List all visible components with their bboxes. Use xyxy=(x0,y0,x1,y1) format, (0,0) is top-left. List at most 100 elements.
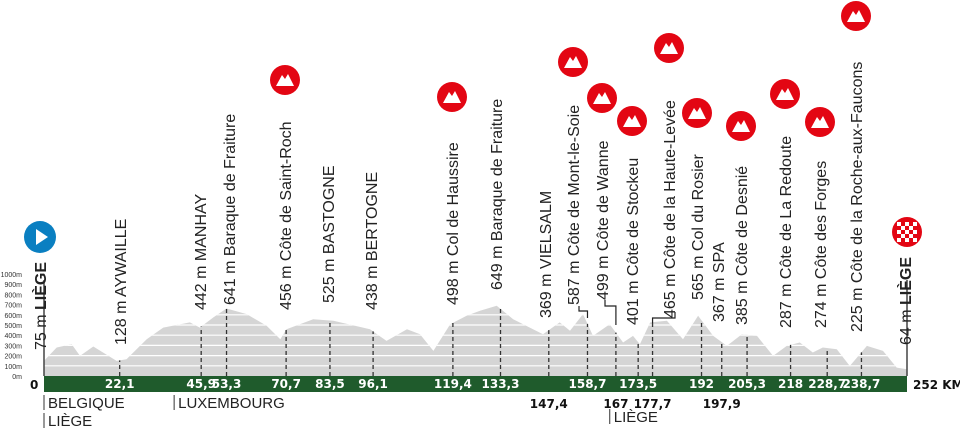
km-label: 147,4 xyxy=(530,397,568,411)
mountain-shape xyxy=(623,115,641,127)
region-label: LIÈGE xyxy=(614,409,658,426)
point-name: LIÈGE xyxy=(31,262,50,310)
point-label: 498 m Col de Haussire xyxy=(445,142,462,305)
km-label: 158,7 xyxy=(569,377,607,391)
point-label: 565 m Col du Rosier xyxy=(690,153,707,300)
mountain-icon xyxy=(770,79,800,109)
point-name: Côte des Forges xyxy=(813,161,830,279)
point-elevation: 525 xyxy=(321,276,338,303)
checker-square xyxy=(901,226,905,230)
point-label: 225 m Côte de la Roche-aux-Faucons xyxy=(849,62,866,332)
mountain-shape xyxy=(564,56,582,68)
point-elevation: 649 xyxy=(489,263,506,290)
point-elevation: 587 xyxy=(566,278,583,305)
point-elevation: 64 xyxy=(898,327,915,345)
km-label: 177,7 xyxy=(634,397,672,411)
mountain-icon xyxy=(841,1,871,31)
finish-icon xyxy=(892,217,922,247)
checker-square xyxy=(909,226,913,230)
point-elevation: 499 xyxy=(595,273,612,300)
point-elevation: 128 xyxy=(113,318,130,345)
mountain-shape xyxy=(811,116,829,128)
point-elevation: 456 xyxy=(278,283,295,310)
unit-label: m xyxy=(222,256,239,278)
km-label: 205,3 xyxy=(728,377,766,391)
km-label: 70,7 xyxy=(271,377,301,391)
unit-label: m xyxy=(778,279,795,301)
km-label: 192 xyxy=(689,377,714,391)
point-label: 401 m Côte de Stockeu xyxy=(625,158,642,325)
km-label: 96,1 xyxy=(358,377,388,391)
mountain-shape xyxy=(660,42,678,54)
checker-square xyxy=(897,230,901,234)
mountain-shape xyxy=(847,10,865,22)
checker-square xyxy=(905,230,909,234)
km-label: 173,5 xyxy=(619,377,657,391)
y-tick-label: 700m xyxy=(4,303,22,310)
mountain-icon xyxy=(587,83,617,113)
elevation-profile-area xyxy=(44,305,907,376)
unit-label: m xyxy=(193,261,210,283)
point-name: Côte de Desnié xyxy=(734,166,751,276)
point-label: 369 m VIELSALM xyxy=(538,191,555,318)
unit-label: m xyxy=(898,305,915,327)
point-label: 465 m Côte de la Haute-Levée xyxy=(662,100,679,318)
region-label: LUXEMBOURG xyxy=(178,395,285,412)
region-label: BELGIQUE xyxy=(48,395,125,412)
unit-label: m xyxy=(321,254,338,276)
unit-label: m xyxy=(538,269,555,291)
point-label: 128 m AYWAILLE xyxy=(113,219,130,345)
point-name: MANHAY xyxy=(193,193,210,261)
km-label: 83,5 xyxy=(315,377,345,391)
km-label: 218 xyxy=(778,377,803,391)
point-name: Côte de la Roche-aux-Faucons xyxy=(849,62,866,283)
point-name: Col de Haussire xyxy=(445,142,462,256)
point-elevation: 274 xyxy=(813,301,830,328)
point-elevation: 438 xyxy=(364,283,381,310)
mountain-icon xyxy=(437,82,467,112)
start-icon xyxy=(24,221,56,253)
unit-label: m xyxy=(445,256,462,278)
checker-square xyxy=(901,234,905,238)
unit-label: m xyxy=(690,251,707,273)
point-elevation: 367 xyxy=(711,295,728,322)
point-name: AYWAILLE xyxy=(113,219,130,297)
mountain-shape xyxy=(776,88,794,100)
km-label: 53,3 xyxy=(212,377,242,391)
km-label: 167 xyxy=(603,397,628,411)
point-label: 456 m Côte de Saint-Roch xyxy=(278,121,295,310)
mountain-shape xyxy=(593,92,611,104)
point-label: 287 m Côte de La Redoute xyxy=(778,136,795,328)
mountain-icon xyxy=(682,98,712,128)
point-label: 641 m Baraque de Fraiture xyxy=(222,114,239,305)
point-label: 525 m BASTOGNE xyxy=(321,165,338,303)
checker-square xyxy=(909,234,913,238)
point-name: BASTOGNE xyxy=(321,165,338,254)
point-name: Baraque de Fraiture xyxy=(222,114,239,256)
unit-label: m xyxy=(849,283,866,305)
point-label: 499 m Côte de Wanne xyxy=(595,140,612,300)
mountain-icon xyxy=(617,106,647,136)
checker-square xyxy=(905,238,909,242)
mountain-shape xyxy=(688,107,706,119)
start-km-label: 0 xyxy=(30,378,38,392)
unit-label: m xyxy=(711,273,728,295)
point-label: 438 m BERTOGNE xyxy=(364,172,381,310)
checker-square xyxy=(897,222,901,226)
point-name: Côte de La Redoute xyxy=(778,136,795,279)
unit-label: m xyxy=(734,276,751,298)
km-label: 197,9 xyxy=(703,397,741,411)
point-elevation: 385 xyxy=(734,298,751,325)
point-elevation: 75 xyxy=(33,332,50,350)
unit-label: m xyxy=(278,261,295,283)
point-elevation: 565 xyxy=(690,273,707,300)
y-tick-label: 400m xyxy=(4,333,22,340)
y-tick-label: 0m xyxy=(12,374,22,381)
point-name: Côte de Stockeu xyxy=(625,158,642,276)
mountain-icon xyxy=(805,107,835,137)
mountain-icon xyxy=(558,47,588,77)
y-tick-label: 300m xyxy=(4,343,22,350)
finish-km-label: 252 KM xyxy=(913,378,960,392)
point-label: 442 m MANHAY xyxy=(193,193,210,310)
km-label: 45,9 xyxy=(186,377,216,391)
